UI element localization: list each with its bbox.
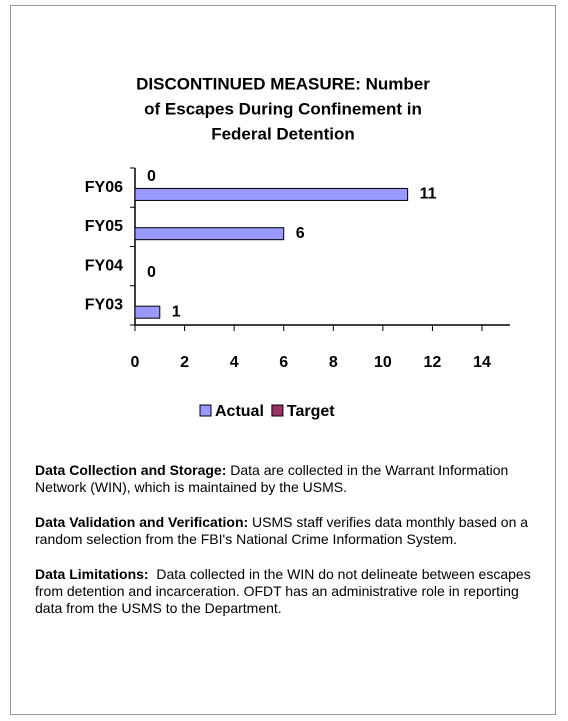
x-tick-label: 12 — [424, 354, 442, 371]
x-tick-label: 0 — [131, 354, 140, 371]
notes: Data Collection and Storage: Data are co… — [35, 462, 540, 635]
value-label: 11 — [420, 186, 437, 203]
value-label: 0 — [147, 168, 156, 185]
value-label: 0 — [147, 264, 156, 281]
bar — [134, 227, 285, 241]
x-tick-label: 2 — [180, 354, 189, 371]
bar — [134, 305, 161, 319]
bar — [134, 187, 409, 201]
chart-title: of Escapes During Confinement in — [144, 99, 422, 118]
note: Data Validation and Verification: USMS s… — [35, 514, 540, 548]
note: Data Collection and Storage: Data are co… — [35, 462, 540, 496]
note: Data Limitations: Data collected in the … — [35, 566, 540, 617]
y-tick-label: FY03 — [85, 297, 123, 314]
note-text: Data collected in the WIN do not delinea… — [35, 566, 535, 616]
chart-title: DISCONTINUED MEASURE: Number — [136, 74, 430, 93]
chart: DISCONTINUED MEASURE: Number of Escapes D… — [85, 74, 510, 420]
x-tick-label: 6 — [279, 354, 288, 371]
x-tick-label: 14 — [473, 354, 491, 371]
note-label: Data Limitations: — [35, 566, 149, 582]
y-tick-label: FY05 — [85, 218, 123, 235]
y-tick-label: FY04 — [85, 257, 123, 274]
legend-swatch — [271, 404, 284, 417]
x-tick-label: 4 — [230, 354, 239, 371]
note-label: Data Collection and Storage: — [35, 462, 227, 478]
x-tick-label: 8 — [329, 354, 338, 371]
value-label: 6 — [296, 225, 305, 242]
y-tick-label: FY06 — [85, 179, 123, 196]
value-label: 1 — [172, 303, 181, 320]
note-text: Data are collected in the Warrant Inform… — [35, 462, 513, 495]
chart-title: Federal Detention — [211, 124, 355, 143]
x-tick-label: 10 — [374, 354, 392, 371]
frame — [10, 5, 556, 715]
legend-label: Target — [287, 403, 335, 420]
note-label: Data Validation and Verification: — [35, 514, 249, 530]
legend-label: Actual — [215, 403, 264, 420]
note-text: USMS staff verifies data monthly based o… — [35, 514, 532, 547]
legend-swatch — [199, 404, 212, 417]
